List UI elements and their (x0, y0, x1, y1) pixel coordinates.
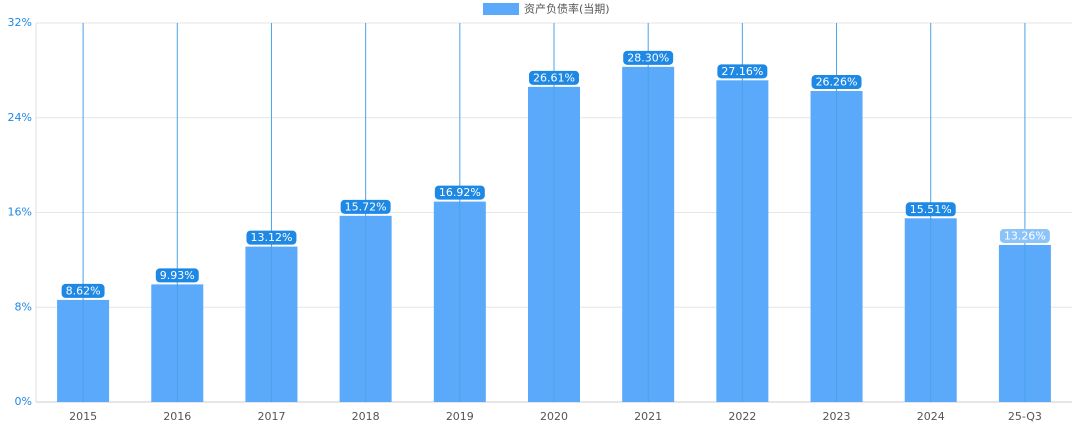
legend-label: 资产负债率(当期) (524, 2, 610, 16)
value-label: 8.62% (66, 284, 101, 297)
value-label-bg (999, 228, 1050, 243)
y-tick-label: 8% (15, 300, 32, 313)
value-label: 13.26% (1004, 229, 1046, 242)
value-label-bg (61, 283, 105, 298)
x-tick-label: 25-Q3 (1008, 410, 1042, 423)
value-label-bg (246, 230, 297, 245)
x-tick-label: 2016 (163, 410, 191, 423)
x-tick-label: 2022 (728, 410, 756, 423)
x-tick-label: 2017 (257, 410, 285, 423)
value-label-bg (340, 199, 391, 214)
x-tick-label: 2023 (823, 410, 851, 423)
value-label-bg (905, 202, 956, 217)
x-tick-label: 2021 (634, 410, 662, 423)
value-label-bg (623, 50, 674, 65)
value-label: 9.93% (160, 269, 195, 282)
x-tick-label: 2020 (540, 410, 568, 423)
value-label: 28.30% (627, 51, 669, 64)
value-label: 15.72% (345, 200, 387, 213)
value-label: 26.61% (533, 71, 575, 84)
value-label-bg (529, 70, 579, 85)
value-label-bg (155, 268, 199, 283)
y-tick-label: 32% (8, 16, 32, 29)
value-label: 27.16% (721, 65, 763, 78)
x-tick-label: 2019 (446, 410, 474, 423)
value-label: 16.92% (439, 186, 481, 199)
value-label: 26.26% (816, 75, 858, 88)
value-label-bg (434, 185, 485, 200)
value-label-bg (717, 64, 768, 79)
value-label-bg (811, 74, 862, 89)
x-tick-label: 2015 (69, 410, 97, 423)
value-label: 15.51% (910, 203, 952, 216)
x-tick-label: 2024 (917, 410, 945, 423)
y-tick-label: 0% (15, 395, 32, 408)
y-tick-label: 24% (8, 111, 32, 124)
legend-swatch (483, 3, 519, 15)
x-tick-label: 2018 (352, 410, 380, 423)
y-tick-label: 16% (8, 206, 32, 219)
value-label: 13.12% (250, 231, 292, 244)
